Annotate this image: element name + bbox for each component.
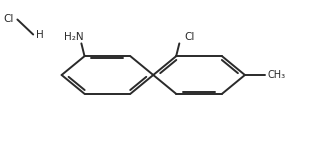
Text: Cl: Cl <box>4 14 14 24</box>
Text: H₂N: H₂N <box>64 32 83 42</box>
Text: H: H <box>36 30 44 40</box>
Text: Cl: Cl <box>184 32 194 42</box>
Text: CH₃: CH₃ <box>267 70 285 80</box>
